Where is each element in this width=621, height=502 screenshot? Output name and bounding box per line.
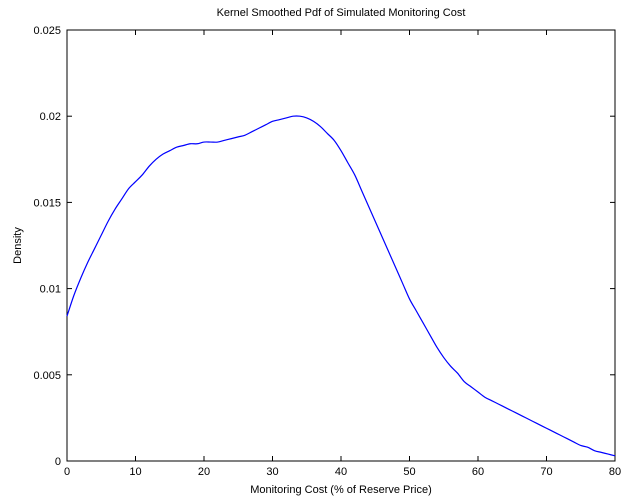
density-curve [66,115,616,457]
x-axis-ticks: 0 10 20 30 40 50 60 70 80 [64,30,621,478]
x-tick-label: 60 [472,466,484,478]
y-tick-label: 0.01 [40,284,61,296]
y-tick-label: 0.025 [33,25,61,37]
x-tick-label: 0 [64,466,70,478]
y-tick-label: 0.02 [40,111,61,123]
x-tick-label: 80 [609,466,621,478]
x-tick-label: 40 [335,466,347,478]
x-tick-label: 50 [403,466,415,478]
x-tick-label: 10 [129,466,141,478]
x-tick-label: 20 [198,466,210,478]
y-tick-label: 0.005 [33,370,61,382]
x-tick-label: 30 [266,466,278,478]
plot-frame [66,29,616,462]
y-tick-label: 0 [55,456,61,468]
x-axis-title: Monitoring Cost (% of Reserve Price) [250,484,432,496]
chart-title: Kernel Smoothed Pdf of Simulated Monitor… [217,7,466,19]
y-tick-label: 0.015 [33,197,61,209]
y-axis-ticks: 0 0.005 0.01 0.015 0.02 0.025 [33,25,615,468]
y-axis-title: Density [12,227,24,264]
x-tick-label: 70 [540,466,552,478]
plot-area: 0 10 20 30 40 50 60 70 80 0 0.005 0.01 0.015 0.02 0.0… [33,25,621,478]
